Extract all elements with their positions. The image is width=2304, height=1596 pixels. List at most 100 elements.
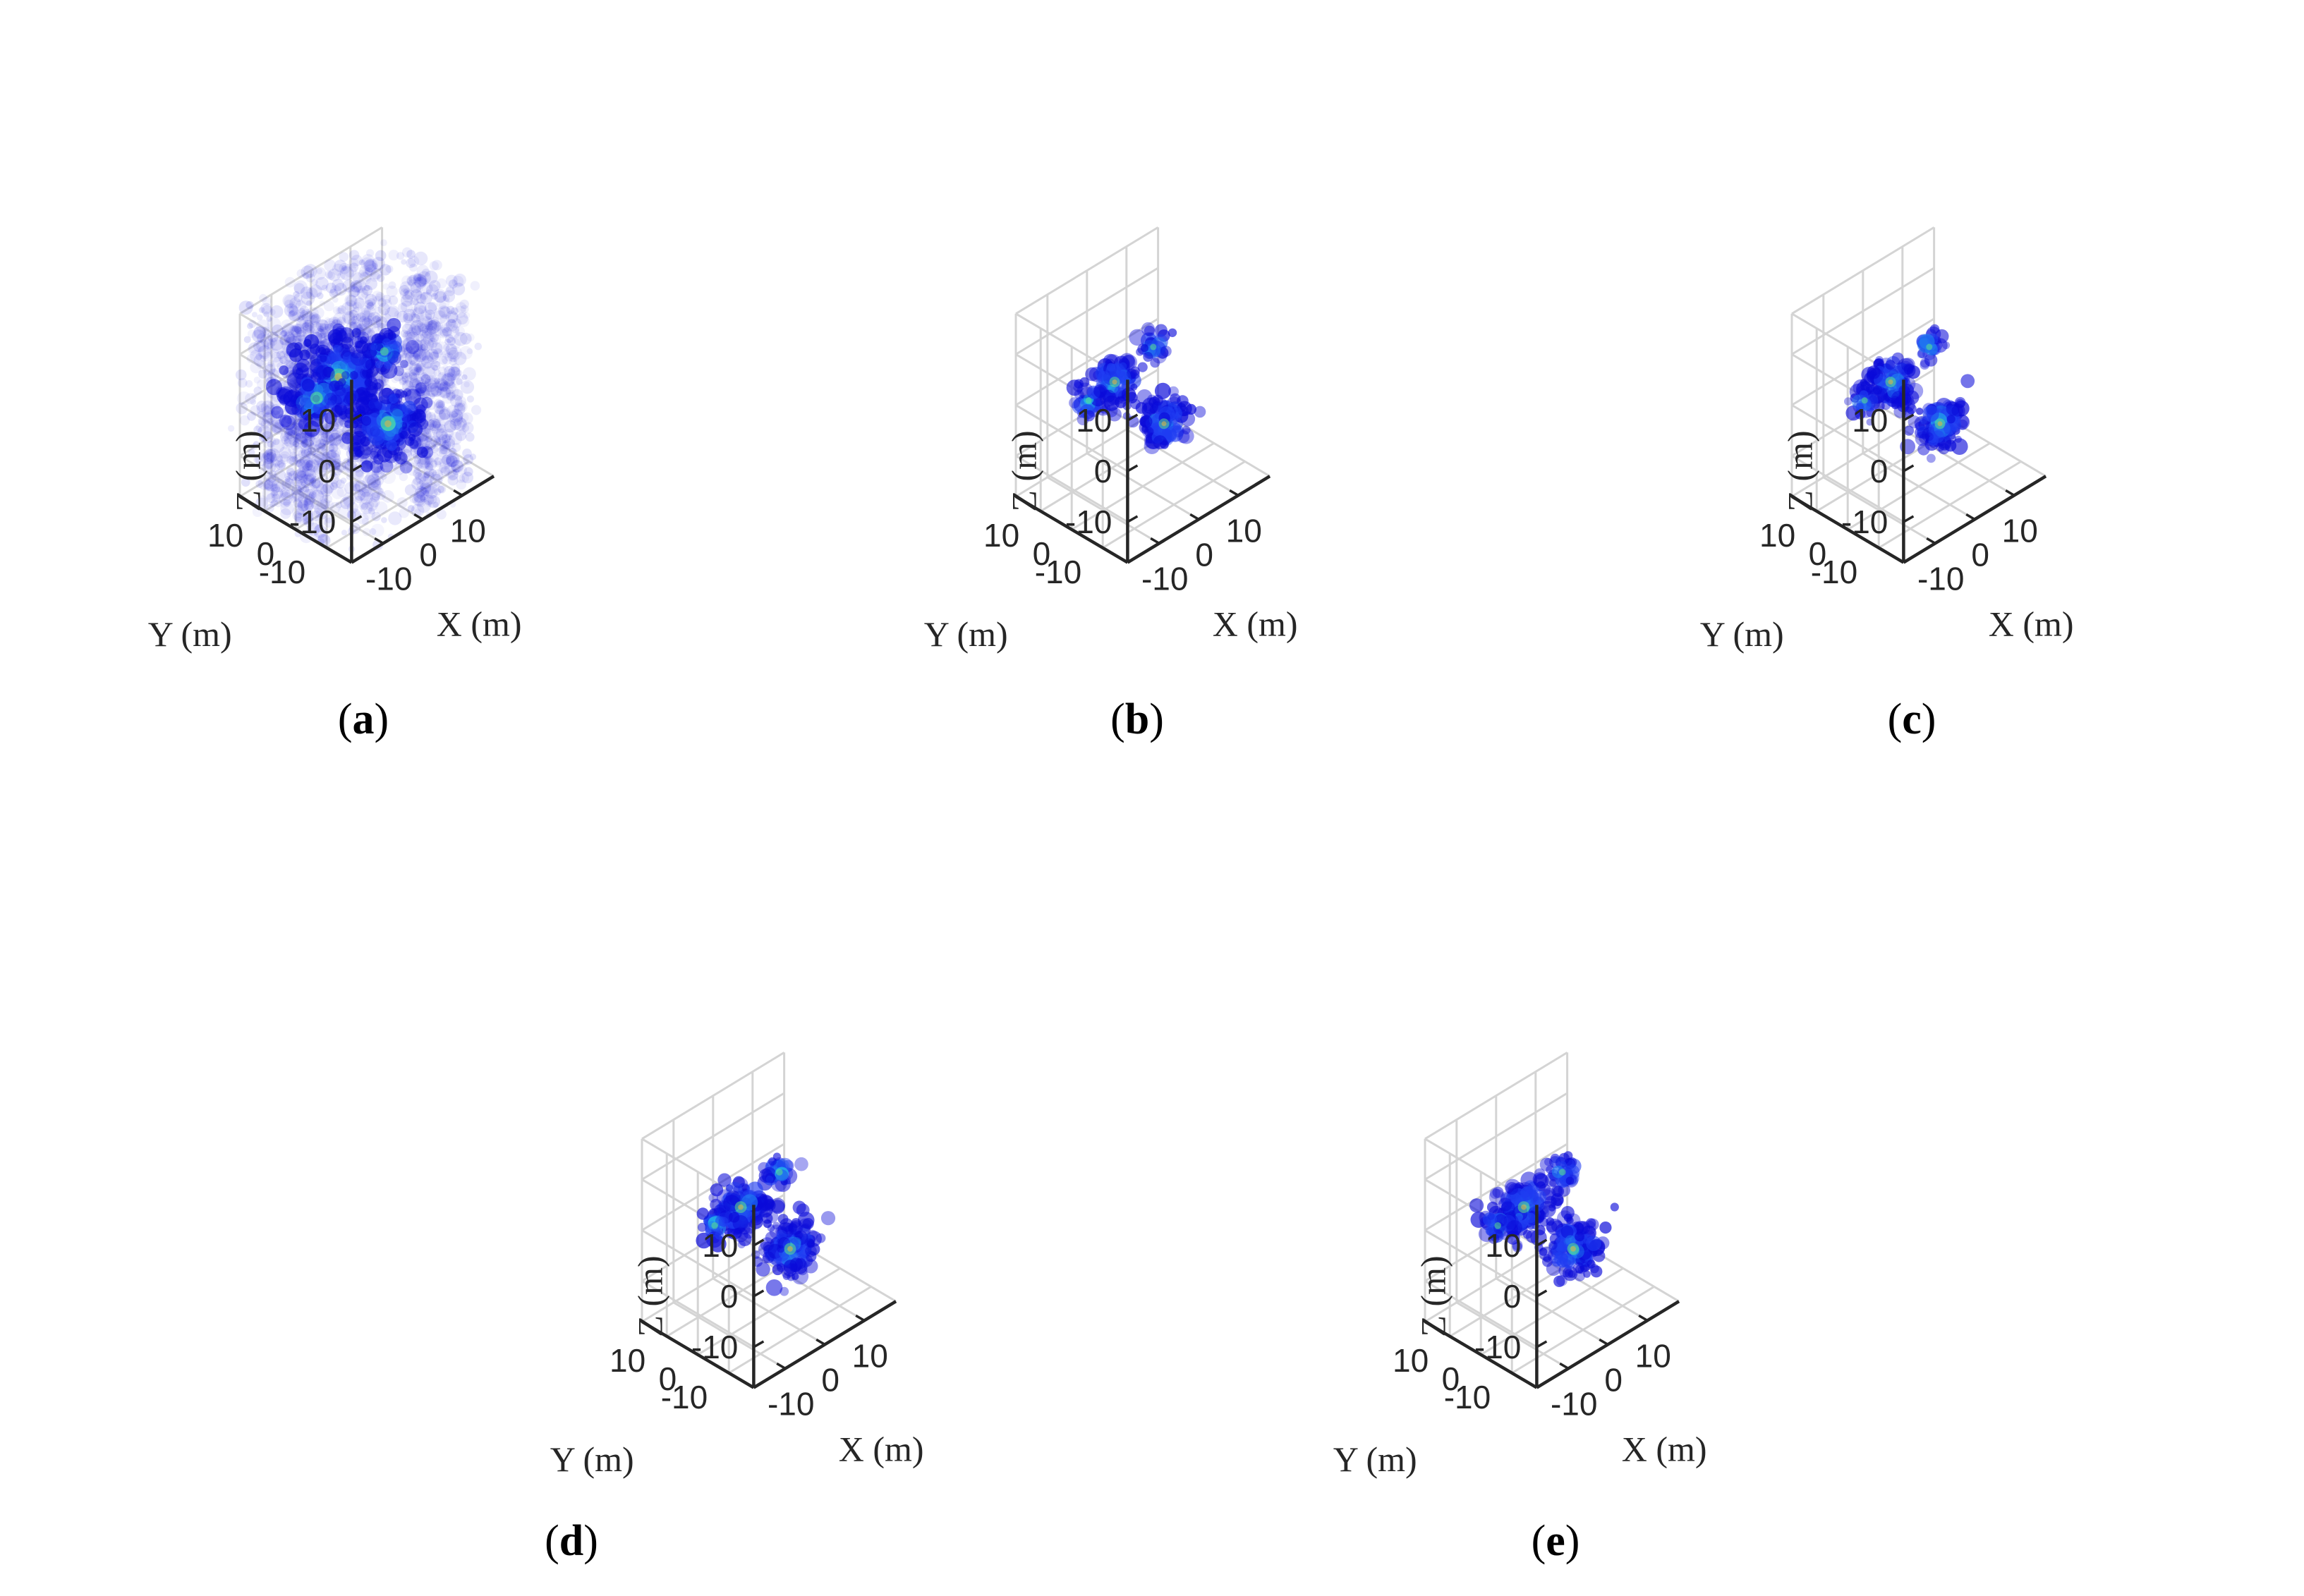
noise-point — [313, 267, 327, 280]
noise-point — [258, 418, 267, 426]
noise-point — [337, 461, 346, 470]
noise-point — [353, 298, 365, 309]
cloud-core — [1521, 1204, 1527, 1210]
noise-point — [272, 459, 280, 468]
cloud-point — [1575, 1231, 1584, 1242]
cloud-point — [1900, 358, 1915, 372]
noise-point — [256, 314, 263, 321]
z-tick-label: 0 — [1094, 453, 1112, 489]
noise-point — [271, 489, 278, 497]
noise-point — [261, 406, 273, 418]
noise-point — [317, 336, 327, 347]
noise-point — [412, 299, 419, 306]
noise-point — [321, 442, 334, 456]
cloud-point — [1168, 328, 1177, 337]
noise-point — [323, 300, 334, 312]
cloud-point — [387, 331, 396, 341]
noise-point — [293, 283, 305, 294]
noise-point — [408, 353, 421, 366]
noise-point — [335, 417, 344, 426]
noise-point — [293, 323, 302, 333]
x-tick-mark — [816, 1338, 826, 1346]
noise-point — [315, 524, 323, 532]
noise-point — [362, 285, 373, 296]
noise-point — [248, 342, 262, 356]
x-tick-mark — [1150, 537, 1160, 544]
y-tick-label: 10 — [1759, 517, 1795, 554]
noise-point — [442, 453, 455, 468]
noise-point — [315, 328, 325, 338]
noise-point — [329, 288, 338, 298]
noise-point — [286, 456, 296, 465]
cloud-point — [708, 1193, 718, 1203]
noise-point — [289, 297, 301, 310]
x-axis-label: X (m) — [1213, 604, 1298, 643]
noise-point — [287, 430, 296, 437]
noise-point — [432, 469, 444, 480]
noise-point — [309, 284, 322, 298]
cloud-point — [1153, 435, 1168, 449]
noise-point — [248, 449, 255, 456]
cloud-point — [1105, 363, 1121, 379]
noise-point — [461, 471, 473, 484]
y-tick-label: 10 — [610, 1342, 645, 1379]
noise-point — [271, 463, 280, 473]
x-tick-label: 10 — [2002, 512, 2038, 549]
noise-point — [256, 319, 270, 334]
cloud-core — [1559, 1169, 1566, 1176]
noise-point — [260, 355, 267, 363]
noise-point — [289, 309, 301, 322]
noise-point — [388, 281, 396, 289]
cloud-point — [374, 382, 382, 390]
noise-point — [264, 452, 275, 463]
noise-point — [265, 472, 274, 482]
noise-point — [256, 339, 269, 353]
noise-point — [474, 342, 483, 351]
x-tick-mark — [2005, 489, 2015, 497]
cloud-point — [1143, 352, 1153, 362]
noise-point — [353, 306, 360, 312]
cloud-point — [399, 461, 413, 474]
z-axis-label: Z (m) — [1780, 430, 1819, 511]
x-tick-mark — [453, 489, 463, 497]
z-axis-label: Z (m) — [1004, 430, 1043, 511]
noise-point — [348, 318, 356, 327]
z-tick-label: 10 — [300, 402, 336, 439]
x-tick-label: -10 — [365, 560, 412, 597]
noise-point — [328, 452, 341, 465]
z-axis-label: Z (m) — [228, 430, 267, 511]
noise-point — [329, 482, 338, 490]
cloud-core — [1937, 421, 1943, 427]
noise-point — [301, 265, 315, 279]
noise-point — [322, 458, 329, 465]
noise-point — [265, 448, 273, 456]
noise-point — [423, 435, 437, 449]
noise-point — [369, 271, 380, 282]
noise-point — [329, 443, 339, 453]
noise-point — [335, 458, 341, 465]
noise-point — [311, 279, 318, 286]
noise-point — [296, 299, 303, 306]
noise-point — [349, 281, 362, 293]
cloud-point — [370, 446, 382, 458]
noise-point — [339, 262, 351, 274]
cloud-point — [797, 1265, 808, 1276]
noise-point — [330, 447, 341, 458]
cloud-point — [1469, 1198, 1484, 1213]
noise-point — [363, 507, 376, 520]
noise-point — [329, 471, 336, 477]
noise-point — [239, 415, 250, 426]
noise-point — [313, 451, 325, 463]
y-axis-label: Y (m) — [924, 614, 1008, 654]
noise-point — [284, 438, 292, 447]
noise-point — [278, 462, 286, 470]
noise-point — [316, 322, 324, 330]
noise-point — [414, 488, 425, 499]
noise-point — [296, 332, 306, 342]
noise-point — [293, 440, 299, 447]
z-tick-label: 0 — [1870, 453, 1888, 489]
noise-point — [350, 296, 365, 310]
cloud-point — [342, 348, 351, 358]
noise-point — [303, 516, 315, 528]
